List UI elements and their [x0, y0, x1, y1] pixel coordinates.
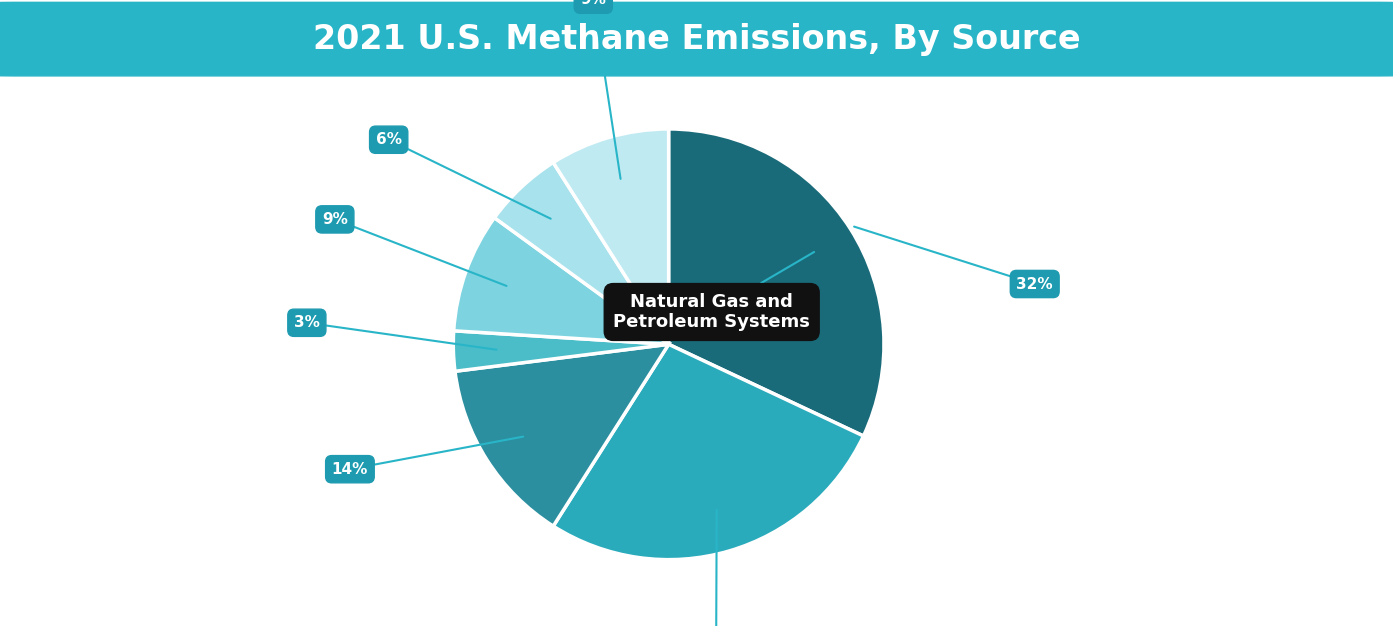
Text: Natural Gas and
Petroleum Systems: Natural Gas and Petroleum Systems	[613, 252, 814, 331]
FancyBboxPatch shape	[0, 3, 1393, 76]
Wedge shape	[456, 344, 669, 526]
Text: 6%: 6%	[376, 132, 550, 218]
Text: 32%: 32%	[854, 227, 1053, 292]
Text: 9%: 9%	[581, 0, 620, 179]
Wedge shape	[553, 129, 669, 344]
Text: 27%: 27%	[698, 510, 734, 626]
Text: 14%: 14%	[332, 436, 524, 477]
Wedge shape	[495, 163, 669, 344]
Wedge shape	[454, 218, 669, 344]
Wedge shape	[453, 331, 669, 371]
Text: 2021 U.S. Methane Emissions, By Source: 2021 U.S. Methane Emissions, By Source	[312, 23, 1081, 56]
Text: 9%: 9%	[322, 212, 507, 286]
Wedge shape	[669, 129, 885, 436]
Wedge shape	[553, 344, 864, 560]
Text: 3%: 3%	[294, 316, 496, 350]
